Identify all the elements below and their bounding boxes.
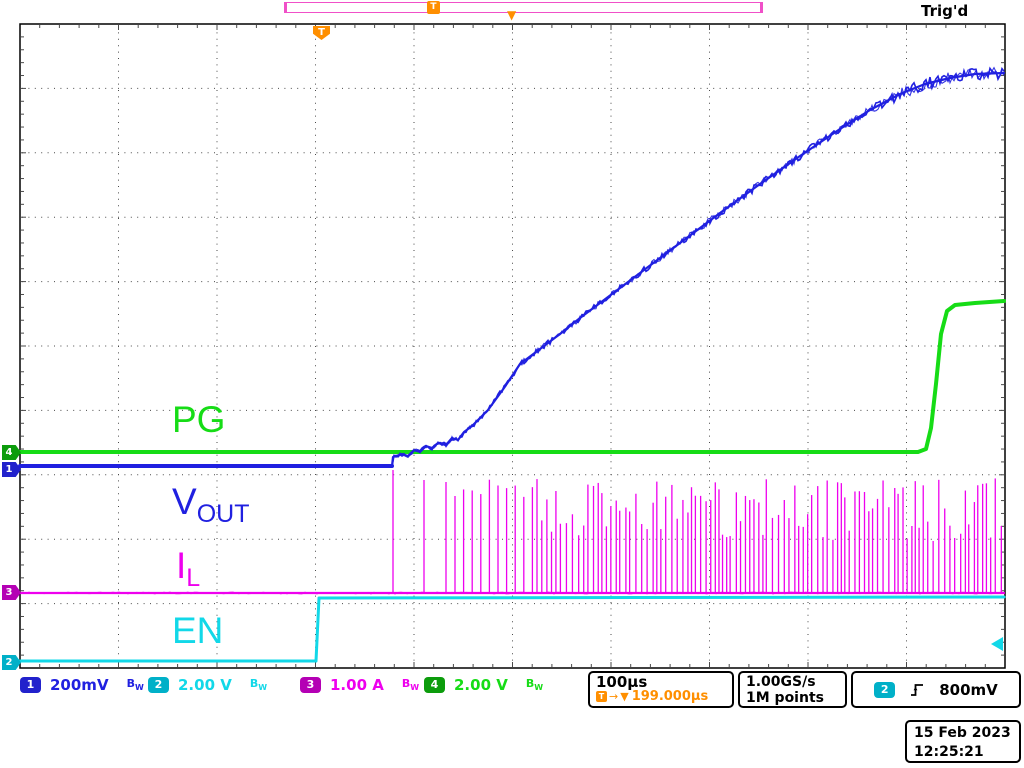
sample-rate: 1.00GS/s	[746, 674, 816, 690]
channel-3-tag: 3	[2, 585, 21, 600]
horizontal-settings-box: 100µs T → ▼ 199.000µs	[588, 671, 734, 708]
ch4-bandwidth-limit-icon: BW	[526, 677, 543, 692]
bw-sub-letter: W	[410, 683, 420, 693]
delay-trigger-icon: T	[596, 691, 607, 702]
ch4-scale: 2.00 V	[454, 675, 508, 694]
bw-sub-letter: W	[534, 683, 544, 693]
delay-readout: T → ▼ 199.000µs	[596, 690, 726, 703]
date-value: 15 Feb 2023	[914, 725, 1011, 741]
arrow-right-icon: →	[609, 690, 619, 703]
channel-1-tag: 1	[2, 462, 21, 477]
bw-sub-letter: W	[258, 683, 268, 693]
record-length: 1M points	[746, 690, 824, 706]
ch2-bandwidth-limit-icon: BW	[250, 677, 267, 692]
trigger-position-marker: T	[313, 26, 330, 40]
ch2-scale: 2.00 V	[178, 675, 232, 694]
rising-edge-icon	[911, 683, 924, 696]
trigger-level-arrow	[991, 637, 1003, 651]
ch1-vout-trace	[390, 71, 1006, 468]
label-il-sub: L	[186, 564, 201, 592]
ch3-il-baseline-fuzz	[19, 591, 1005, 595]
label-vout-main: V	[172, 481, 197, 522]
trigger-level-value: 800mV	[939, 680, 998, 699]
ch2-readout: 2 2.00 V BW	[148, 675, 267, 694]
record-view-bar: T	[284, 1, 763, 14]
acquisition-box: 1.00GS/s 1M points	[738, 671, 847, 708]
bw-letter: B	[525, 676, 535, 690]
triangle-down-icon: ▼	[620, 690, 629, 703]
bw-letter: B	[249, 676, 259, 690]
graticule-border	[19, 23, 1006, 669]
label-vout-sub: OUT	[196, 500, 250, 528]
channel-4-tag: 4	[2, 445, 21, 460]
ch1-badge: 1	[20, 676, 41, 693]
bw-letter: B	[401, 676, 411, 690]
label-pg: PG	[172, 399, 226, 440]
ch1-vout-ramp-fuzz-a	[391, 66, 1005, 468]
ch1-scale: 200mV	[50, 675, 109, 694]
trigger-settings-box: 2 800mV	[851, 671, 1021, 708]
bw-letter: B	[126, 676, 135, 690]
channel-2-tag: 2	[2, 655, 21, 670]
ch1-vout-ramp-fuzz-b	[391, 66, 1005, 468]
ch3-bandwidth-limit-icon: BW	[402, 677, 419, 692]
label-vout: VOUT	[172, 481, 249, 527]
ch3-readout: 3 1.00 A BW	[300, 675, 419, 694]
time-value: 12:25:21	[914, 744, 984, 760]
label-il-main: I	[176, 545, 187, 586]
datetime-box: 15 Feb 2023 12:25:21	[905, 720, 1021, 763]
ch2-en-trace	[18, 595, 1006, 663]
ch1-vout-baseline-fuzz	[19, 464, 393, 468]
label-en: EN	[172, 610, 224, 651]
ch3-badge: 3	[300, 676, 321, 693]
ch1-bandwidth-limit-icon: BW	[127, 677, 144, 692]
delay-value: 199.000µs	[631, 689, 709, 704]
expansion-point-icon: ▼	[507, 8, 517, 22]
record-trigger-marker: T	[427, 1, 440, 14]
ch4-readout: 4 2.00 V BW	[424, 675, 543, 694]
ch2-badge: 2	[148, 676, 169, 693]
bw-sub-letter: W	[134, 683, 144, 693]
ch4-pg-trace	[18, 299, 1006, 454]
label-il: IL	[176, 545, 200, 591]
ch4-badge: 4	[424, 676, 445, 693]
ch3-scale: 1.00 A	[330, 675, 384, 694]
ch1-readout: 1 200mV BW	[20, 675, 144, 694]
trigger-status: Trig'd	[921, 2, 969, 20]
trigger-source-badge: 2	[874, 681, 896, 698]
timebase-value: 100µs	[596, 673, 648, 691]
